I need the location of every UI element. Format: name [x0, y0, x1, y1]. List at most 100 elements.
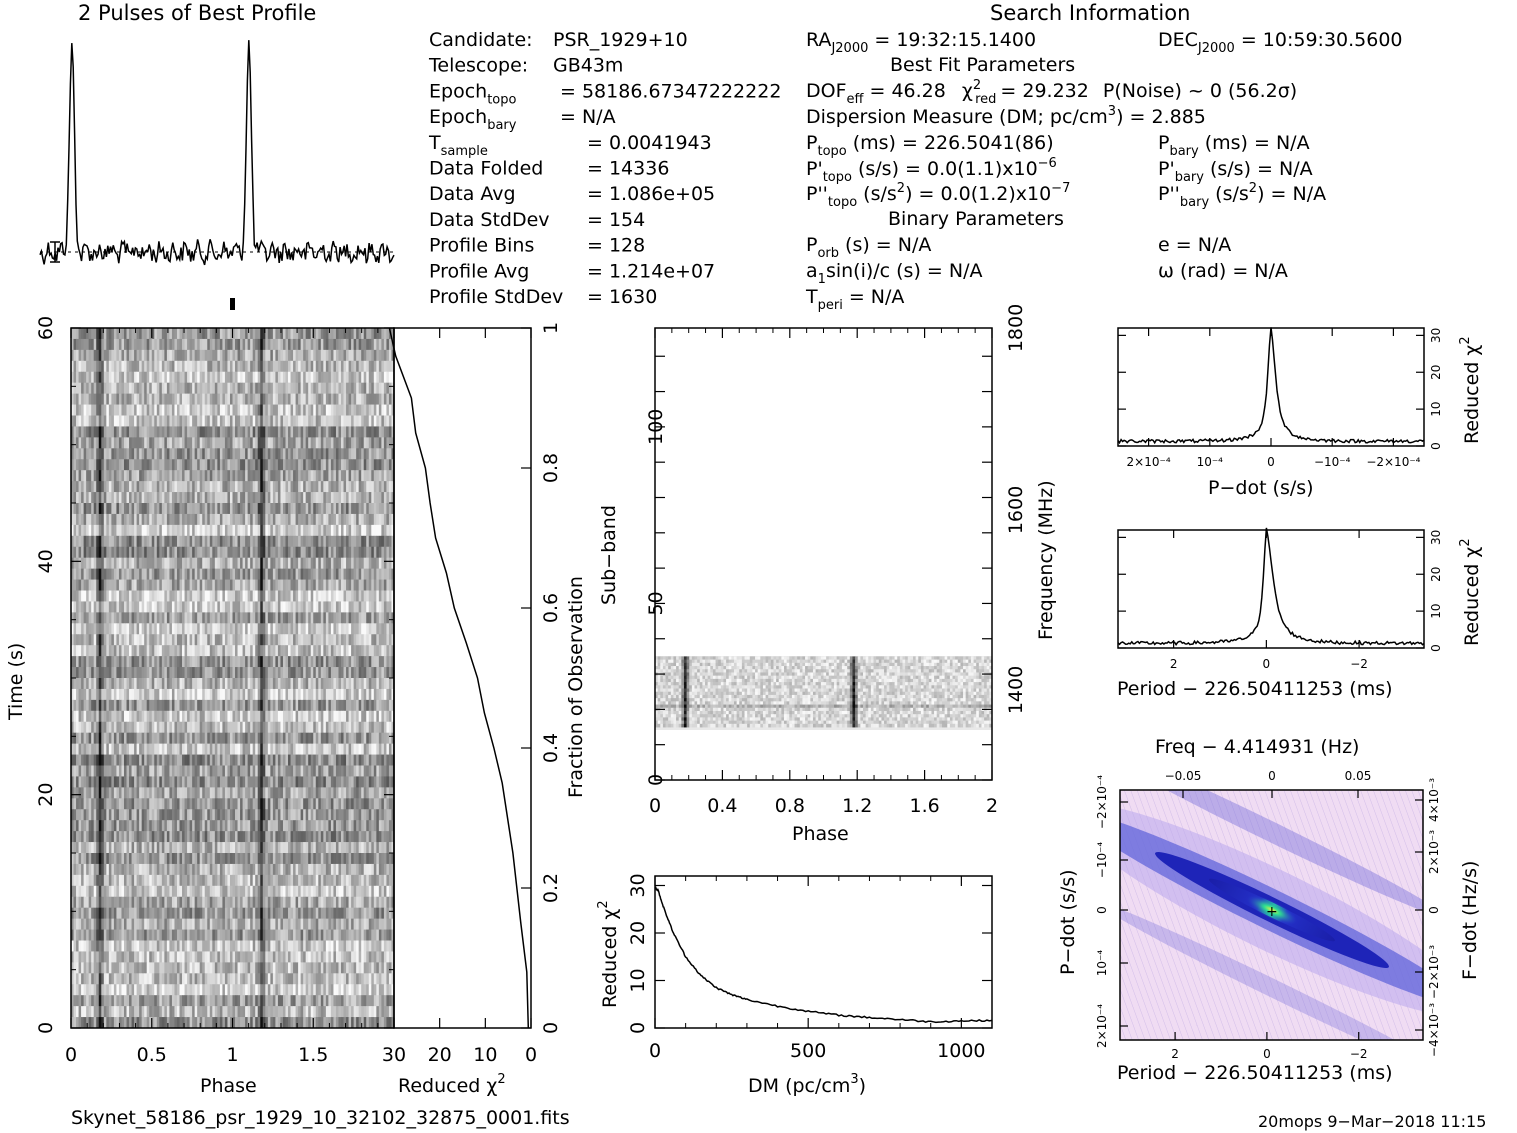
svg-text:P''bary(s/s2) = N/A: P''bary (s/s2) = N/A: [1158, 181, 1326, 210]
profile-title: 2 Pulses of Best Profile: [78, 1, 316, 25]
x-tick-label: 20: [428, 1044, 452, 1066]
y-tick-label: 20: [627, 921, 649, 945]
y-tick-label: 60: [35, 316, 57, 340]
x-top-tick-label: 0.05: [1345, 769, 1372, 783]
y-tick-label: 20: [1429, 567, 1443, 582]
time-chi-chart: 30 20 10 000.20.40.60.81 Reduced χ2 Fraction…: [382, 322, 587, 1097]
x-tick-label: 10⁻⁴: [1197, 455, 1224, 469]
time-axis-label: Time (s): [5, 643, 27, 721]
x-tick-label: 0: [65, 1044, 77, 1066]
info-row: Telescope: GB43m: [428, 55, 623, 77]
profile-series-line: [39, 40, 395, 266]
info-row: Tsample = 0.0041943: [428, 132, 712, 159]
y-tick-label: −10⁻⁴: [1095, 842, 1109, 879]
freq-axis-title: Freq − 4.414931 (Hz): [1155, 736, 1359, 758]
y-tick-label: 0: [540, 1022, 562, 1034]
y-right-tick-label: 1400: [1005, 666, 1027, 714]
y-tick-label: 0: [1429, 442, 1443, 450]
y-tick-label: 0.8: [540, 453, 562, 483]
x-tick-label: 2×10⁻⁴: [1127, 455, 1171, 469]
y-right-tick-label: 1800: [1005, 304, 1027, 352]
y-tick-label: 10⁻⁴: [1095, 950, 1109, 977]
y-tick-label: 0: [1095, 906, 1109, 914]
x-tick-label: 1.5: [298, 1044, 328, 1066]
time-phase-chart: 0 0.5 1 1.5 0 20 40 60 Time (s) Phase: [5, 316, 395, 1097]
x-tick-label: 500: [790, 1040, 826, 1062]
y-tick-label: 0: [645, 774, 667, 786]
dm-series-line: [654, 885, 993, 1024]
x-tick-label: −10⁻⁴: [1314, 455, 1351, 469]
period-axis-label: Period − 226.50411253 (ms): [1117, 678, 1393, 700]
best-fit-marker: +: [1266, 904, 1278, 920]
y-tick-label: 40: [35, 549, 57, 573]
x-tick-label: 1: [226, 1044, 238, 1066]
info-row: Data StdDev = 154: [429, 209, 645, 231]
svg-text:Tperi= N/A: Tperi = N/A: [805, 286, 904, 313]
x-tick-label: −2: [1350, 657, 1368, 671]
phase-axis-label-2: Phase: [792, 823, 849, 845]
pdot-axis-label-2: P−dot (s/s): [1057, 869, 1079, 975]
frequency-axis-label: Frequency (MHz): [1035, 480, 1057, 640]
y-tick-label: 30: [1429, 530, 1443, 545]
x-tick-label: 2: [1170, 657, 1178, 671]
y-tick-label: 10: [1429, 401, 1443, 416]
svg-text:P'bary(s/s) = N/A: P'bary (s/s) = N/A: [1158, 158, 1313, 185]
x-tick-label: 0.8: [775, 795, 805, 817]
info-row: Profile Bins = 128: [429, 235, 645, 257]
subband-axis-label: Sub−band: [598, 505, 620, 605]
x-tick-label: 0: [525, 1044, 537, 1066]
x-tick-label: 1.2: [842, 795, 872, 817]
best-fit-title: Best Fit Parameters: [890, 54, 1075, 76]
svg-text:Porb(s) = N/A: Porb (s) = N/A: [806, 234, 931, 261]
file-name: Skynet_58186_psr_1929_10_32102_32875_000…: [71, 1107, 570, 1129]
y-tick-label: 2×10⁻⁴: [1095, 1004, 1109, 1048]
y-tick-label: 20: [1429, 365, 1443, 380]
phase-marker: [230, 298, 235, 310]
fraction-axis-label: Fraction of Observation: [565, 576, 587, 798]
y-tick-label: −2×10⁻⁴: [1095, 775, 1109, 829]
x-top-tick-label: 0: [1268, 769, 1276, 783]
info-row: Data Avg = 1.086e+05: [429, 183, 715, 205]
subband-phase-chart: 0 0.4 0.8 1.2 1.6 2 0 50 100 1400 1600 1800 Sub−ban…: [598, 304, 1057, 845]
y-right-tick-label: 4×10⁻³: [1427, 778, 1441, 822]
y-tick-label: 0: [1429, 644, 1443, 652]
y-tick-label: 30: [627, 873, 649, 897]
info-row: Profile StdDev = 1630: [429, 286, 657, 308]
y-tick-label: 0.2: [540, 873, 562, 903]
binary-title: Binary Parameters: [888, 208, 1064, 230]
svg-text:ω (rad) = N/A: ω (rad) = N/A: [1158, 260, 1288, 282]
svg-text:Dispersion Measure (DM; pc/cm3: Dispersion Measure (DM; pc/cm3) = 2.885: [806, 104, 1206, 128]
period-series-line: [1117, 527, 1425, 646]
svg-text:P'topo(s/s) = 0.0(1.1)x10−6: P'topo (s/s) = 0.0(1.1)x10−6: [806, 156, 1057, 185]
svg-text:DECJ2000= 10:59:30.5600: DECJ2000 = 10:59:30.5600: [1158, 29, 1403, 56]
x-tick-label: 0: [1263, 1047, 1271, 1061]
x-tick-label: 0: [649, 1040, 661, 1062]
x-tick-label: 0: [1267, 455, 1275, 469]
fdot-axis-label: F−dot (Hz/s): [1459, 861, 1481, 980]
x-tick-label: 0.4: [707, 795, 737, 817]
x-tick-label: 0: [1263, 657, 1271, 671]
x-tick-label: 30: [382, 1044, 406, 1066]
y-right-tick-label: −2×10⁻³: [1427, 945, 1441, 999]
y-right-tick-label: 1600: [1005, 486, 1027, 534]
y-right-tick-label: 0: [1427, 906, 1441, 914]
p-pdot-chart: Freq − 4.414931 (Hz) + 2 0 −2 −0.05 0 0.05 2×1…: [1057, 736, 1481, 1084]
time-chi-series-line: [388, 327, 530, 1029]
svg-text:e = N/A: e = N/A: [1158, 234, 1231, 256]
y-tick-label: 10: [627, 968, 649, 992]
timestamp: 20mops 9−Mar−2018 11:15: [1258, 1112, 1486, 1131]
svg-text:RAJ2000= 19:32:15.1400: RAJ2000 = 19:32:15.1400: [806, 29, 1036, 56]
search-info: RAJ2000 = 19:32:15.1400 DECJ2000 = 10:59:3…: [805, 29, 1403, 313]
info-row: Epochbary = N/A: [429, 106, 616, 133]
info-row: Profile Avg = 1.214e+07: [429, 260, 715, 282]
period-axis-label-2: Period − 226.50411253 (ms): [1117, 1062, 1393, 1084]
x-tick-label: 10: [473, 1044, 497, 1066]
y-tick-label: 0.4: [540, 733, 562, 763]
x-tick-label: 2: [986, 795, 998, 817]
svg-text:P''topo(s/s2) = 0.0(1.2)x10−7: P''topo (s/s2) = 0.0(1.2)x10−7: [806, 181, 1070, 210]
info-row: Data Folded = 14336: [429, 158, 669, 180]
x-tick-label: −2: [1350, 1047, 1368, 1061]
y-tick-label: 20: [35, 783, 57, 807]
